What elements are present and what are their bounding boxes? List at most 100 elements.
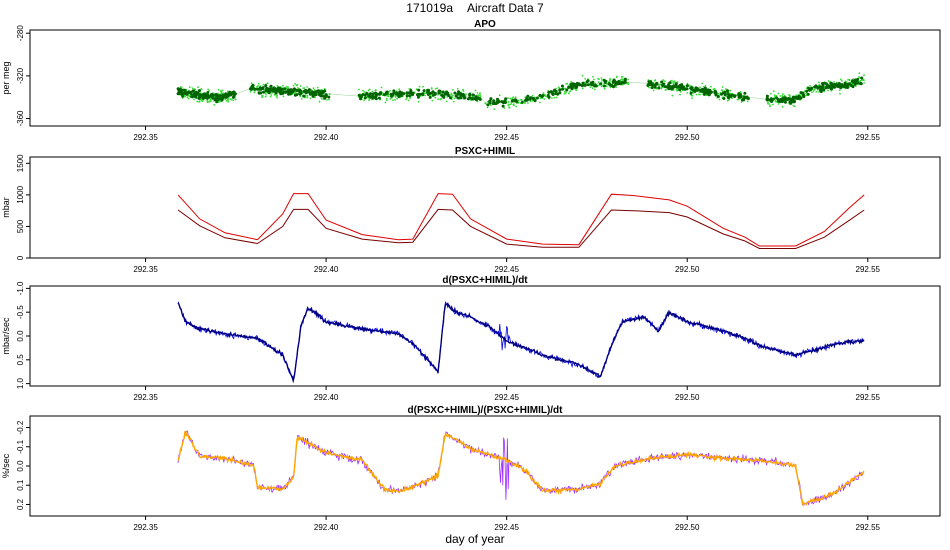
data-point [220, 91, 223, 93]
data-point [780, 100, 784, 104]
data-point [221, 89, 224, 92]
y-tick-label: -280 [16, 25, 25, 42]
data-point [721, 86, 724, 88]
data-point [422, 89, 426, 93]
data-point [611, 80, 615, 84]
data-point [176, 92, 180, 96]
y-tick-label: 1000 [16, 185, 25, 203]
data-point [328, 98, 330, 101]
data-point [653, 79, 656, 82]
data-point [818, 85, 822, 89]
data-point [597, 78, 599, 80]
data-point [255, 87, 259, 91]
data-point [647, 80, 651, 84]
data-point [584, 78, 587, 80]
data-point [694, 86, 698, 90]
data-point [491, 102, 495, 105]
data-point [615, 86, 617, 89]
data-point [746, 100, 749, 103]
data-point [593, 78, 595, 81]
data-point [257, 91, 261, 95]
data-point [721, 89, 724, 92]
data-point [527, 102, 529, 104]
data-point [459, 93, 463, 97]
y-tick-label: 1.0 [16, 378, 25, 390]
data-point [261, 87, 265, 90]
data-point [181, 94, 185, 98]
x-tick-label: 292.50 [675, 133, 700, 142]
data-point [249, 90, 252, 93]
data-point [583, 83, 587, 87]
data-point [555, 96, 558, 99]
data-point [248, 87, 252, 91]
data-point [730, 93, 734, 97]
data-point [597, 81, 600, 83]
data-point [508, 106, 511, 109]
data-point [657, 86, 661, 90]
plot-area [176, 72, 865, 110]
y-tick-label: 1500 [16, 154, 25, 172]
data-point [433, 91, 437, 95]
data-point [619, 79, 622, 81]
data-point [565, 83, 567, 85]
data-point [511, 97, 514, 100]
data-point [798, 95, 801, 99]
data-point [384, 101, 387, 104]
y-tick-label: 0.0 [16, 460, 25, 472]
data-point [554, 89, 558, 93]
data-point [783, 94, 786, 97]
data-point [695, 89, 699, 92]
data-point [863, 82, 865, 84]
data-point [227, 97, 230, 100]
data-point [328, 93, 331, 96]
data-point [200, 98, 203, 101]
data-point [813, 88, 816, 91]
data-point [775, 95, 778, 97]
data-point [251, 83, 255, 87]
data-point [739, 91, 742, 93]
data-point [543, 98, 546, 100]
data-point [608, 80, 611, 82]
data-point [421, 92, 425, 96]
data-point [539, 101, 541, 104]
data-point [795, 96, 799, 100]
data-point [206, 93, 210, 97]
data-point [602, 84, 606, 88]
data-point [217, 92, 219, 95]
data-point [859, 80, 862, 82]
data-point [437, 91, 441, 95]
data-point [627, 78, 630, 81]
series-line [177, 302, 865, 384]
data-point [662, 79, 664, 81]
data-point [394, 91, 398, 95]
data-point [823, 81, 826, 85]
data-point [232, 99, 235, 102]
data-point [515, 105, 518, 108]
x-axis-label: day of year [445, 532, 504, 546]
data-point [193, 92, 197, 95]
data-point [600, 85, 603, 88]
data-point [789, 101, 793, 105]
x-tick-label: 292.35 [133, 133, 158, 142]
data-point [257, 85, 260, 87]
data-point [299, 95, 302, 98]
data-point [839, 78, 842, 81]
data-point [743, 91, 747, 95]
data-point [262, 90, 266, 94]
data-point [718, 98, 721, 101]
data-point [184, 95, 187, 98]
y-axis-label: mbar [1, 197, 11, 218]
y-axis-label: %/sec [1, 453, 11, 478]
data-point [428, 95, 432, 99]
data-point [848, 79, 851, 82]
data-point [507, 101, 510, 104]
data-point [250, 82, 253, 85]
data-point [371, 92, 375, 96]
data-point [558, 91, 562, 95]
data-point [575, 81, 579, 85]
data-point [468, 93, 472, 97]
data-point [669, 85, 673, 88]
data-point [269, 84, 273, 88]
data-point [860, 76, 864, 80]
data-point [457, 90, 460, 94]
